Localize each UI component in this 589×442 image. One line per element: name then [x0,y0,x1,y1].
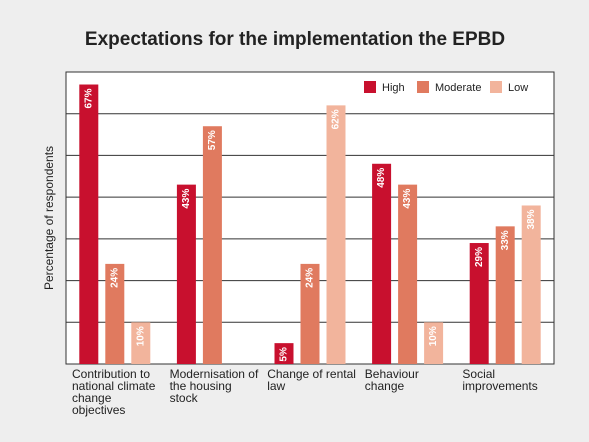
bar [274,343,294,364]
value-label: 10% [428,326,439,346]
value-label: 48% [376,168,387,188]
x-tick-label: Behaviour change [364,367,419,393]
legend-swatch [417,81,429,93]
bar [372,163,392,364]
value-label: 67% [83,88,94,108]
value-label: 24% [109,268,120,288]
x-tick-label: Social improvements [462,367,538,393]
value-label: 29% [474,247,485,267]
chart-title: Expectations for the implementation the … [85,29,505,50]
bar [202,126,222,364]
legend-label: High [382,82,405,94]
value-label: 24% [305,268,316,288]
bar [326,105,346,364]
value-label: 33% [500,230,511,250]
value-label: 57% [207,130,218,150]
value-label: 43% [402,189,413,209]
legend-swatch [364,81,376,93]
y-axis-label: Percentage of respondents [42,146,56,290]
value-label: 5% [279,347,290,362]
bar [424,322,444,364]
legend-label: Moderate [435,82,481,94]
bar [105,263,125,364]
x-tick-label: Change of rental law [267,367,356,393]
bar [131,322,151,364]
x-tick-label: Contribution to national climate change … [72,367,156,417]
x-tick-label: Modernisation of the housing stock [169,367,259,405]
value-label: 38% [526,209,537,229]
value-label: 43% [181,189,192,209]
value-label: 62% [331,109,342,129]
bar [495,226,515,364]
bar [176,184,196,364]
value-label: 10% [135,326,146,346]
legend-label: Low [508,82,528,94]
bar [79,84,99,364]
bar [521,205,541,364]
bar [398,184,418,364]
bar [300,263,320,364]
bar [469,243,489,364]
legend-swatch [490,81,502,93]
